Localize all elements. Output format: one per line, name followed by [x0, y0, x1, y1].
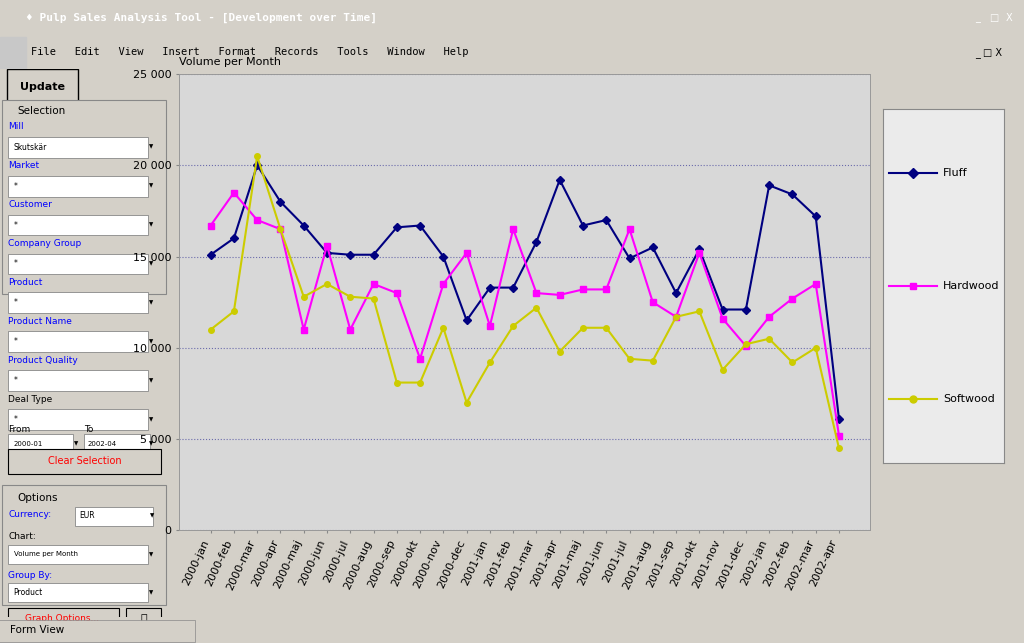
Text: Mill: Mill [8, 122, 25, 131]
Text: Fluff: Fluff [943, 168, 968, 178]
Text: ▼: ▼ [148, 442, 153, 447]
FancyBboxPatch shape [7, 176, 147, 197]
Text: *: * [13, 181, 17, 190]
Text: Options: Options [16, 493, 57, 503]
FancyBboxPatch shape [75, 507, 153, 526]
FancyBboxPatch shape [7, 293, 147, 313]
Bar [0, 37, 26, 68]
FancyBboxPatch shape [7, 331, 147, 352]
Text: Chart:: Chart: [8, 532, 36, 541]
FancyBboxPatch shape [7, 409, 147, 430]
Text: ▼: ▼ [75, 442, 79, 447]
Text: ▼: ▼ [148, 378, 153, 383]
Text: ▼: ▼ [148, 417, 153, 422]
Text: *: * [13, 415, 17, 424]
Text: 2002-04: 2002-04 [88, 441, 117, 447]
FancyBboxPatch shape [0, 620, 195, 642]
FancyBboxPatch shape [126, 608, 162, 630]
Text: X: X [1006, 13, 1012, 23]
Text: *: * [13, 376, 17, 385]
Text: 2000-01: 2000-01 [13, 441, 43, 447]
FancyBboxPatch shape [7, 69, 78, 105]
FancyBboxPatch shape [84, 434, 150, 455]
Text: Customer: Customer [8, 200, 52, 209]
Text: Update: Update [19, 82, 65, 92]
Text: ⎙: ⎙ [140, 614, 146, 624]
Text: Product: Product [13, 588, 43, 597]
Text: Product Quality: Product Quality [8, 356, 78, 365]
Text: Volume per Month: Volume per Month [179, 57, 282, 67]
Text: Product: Product [8, 278, 43, 287]
FancyBboxPatch shape [7, 608, 119, 630]
Text: Volume per Month: Volume per Month [13, 551, 78, 557]
FancyBboxPatch shape [7, 137, 147, 158]
FancyBboxPatch shape [2, 485, 166, 605]
Text: Product Name: Product Name [8, 317, 73, 326]
Text: □: □ [988, 13, 998, 23]
FancyBboxPatch shape [7, 545, 147, 564]
Text: Clear Selection: Clear Selection [48, 456, 121, 466]
Text: EUR: EUR [80, 511, 95, 520]
Text: Graph Options...: Graph Options... [26, 615, 99, 624]
Text: Market: Market [8, 161, 40, 170]
FancyBboxPatch shape [7, 449, 162, 474]
FancyBboxPatch shape [7, 253, 147, 275]
Text: ▼: ▼ [148, 262, 153, 266]
Text: Currency:: Currency: [8, 511, 51, 520]
FancyBboxPatch shape [7, 215, 147, 235]
Text: ▼: ▼ [148, 340, 153, 344]
Text: Softwood: Softwood [943, 394, 995, 404]
Text: ♦ Pulp Sales Analysis Tool - [Development over Time]: ♦ Pulp Sales Analysis Tool - [Developmen… [26, 13, 377, 23]
Text: ▼: ▼ [148, 184, 153, 188]
Text: ▼: ▼ [148, 145, 153, 150]
Text: Company Group: Company Group [8, 239, 82, 248]
Text: _ □ X: _ □ X [975, 47, 1001, 58]
Text: ▼: ▼ [148, 222, 153, 228]
Text: Group By:: Group By: [8, 570, 52, 579]
Text: From: From [8, 426, 31, 435]
Text: ▼: ▼ [151, 513, 155, 518]
Text: *: * [13, 259, 17, 268]
Text: *: * [13, 221, 17, 230]
FancyBboxPatch shape [2, 100, 166, 294]
FancyBboxPatch shape [7, 583, 147, 602]
Text: Skutskär: Skutskär [13, 143, 47, 152]
Text: *: * [13, 337, 17, 346]
Text: Form View: Form View [10, 625, 65, 635]
Text: ▼: ▼ [148, 590, 153, 595]
FancyBboxPatch shape [7, 370, 147, 391]
Text: Deal Type: Deal Type [8, 395, 52, 404]
Text: ▼: ▼ [148, 300, 153, 305]
Text: Hardwood: Hardwood [943, 281, 999, 291]
FancyBboxPatch shape [7, 434, 74, 455]
Text: To: To [84, 426, 94, 435]
Text: _: _ [976, 13, 980, 23]
Text: Selection: Selection [16, 105, 66, 116]
Text: ▼: ▼ [148, 552, 153, 557]
Text: *: * [13, 298, 17, 307]
Text: File   Edit   View   Insert   Format   Records   Tools   Window   Help: File Edit View Insert Format Records Too… [31, 48, 468, 57]
